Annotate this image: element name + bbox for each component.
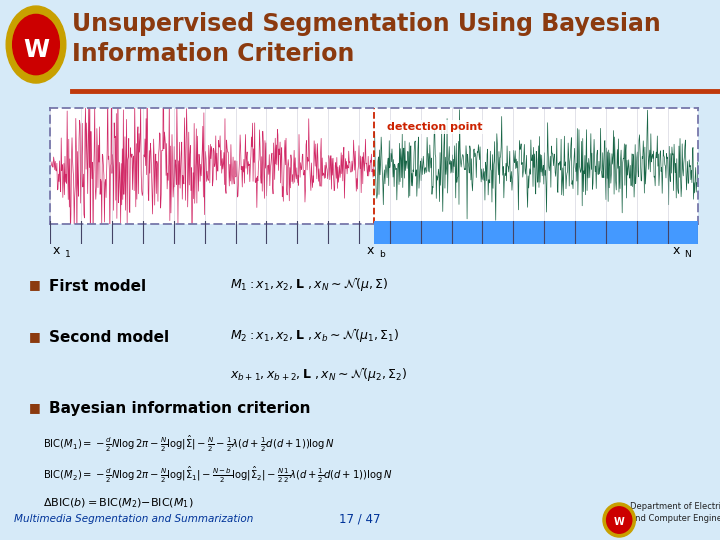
Text: W: W xyxy=(614,517,624,527)
Text: ■: ■ xyxy=(29,279,40,292)
Text: x: x xyxy=(366,244,374,257)
Text: $\mathrm{BIC}(M_2) = -\frac{d}{2}N\log 2\pi - \frac{N}{2}\log|\hat{\Sigma}_1| - : $\mathrm{BIC}(M_2) = -\frac{d}{2}N\log 2… xyxy=(43,465,393,485)
Circle shape xyxy=(603,503,636,537)
Text: x: x xyxy=(53,244,60,257)
Circle shape xyxy=(13,15,59,75)
Text: 17 / 47: 17 / 47 xyxy=(339,512,381,525)
Text: $M_2: x_1, x_2, \mathbf{L}\ , x_b \sim \mathcal{N}(\mu_1, \Sigma_1)$: $M_2: x_1, x_2, \mathbf{L}\ , x_b \sim \… xyxy=(230,326,400,344)
Text: ■: ■ xyxy=(29,401,40,414)
Text: Bayesian information criterion: Bayesian information criterion xyxy=(49,401,310,416)
Text: ■: ■ xyxy=(29,329,40,342)
Text: First model: First model xyxy=(49,279,146,294)
Text: b: b xyxy=(379,250,385,259)
Text: Multimedia Segmentation and Summarization: Multimedia Segmentation and Summarizatio… xyxy=(14,514,253,524)
Bar xyxy=(374,221,698,244)
Text: N: N xyxy=(684,250,690,259)
Text: 1: 1 xyxy=(65,250,71,259)
Circle shape xyxy=(6,6,66,83)
Text: W: W xyxy=(23,38,49,62)
Text: $\Delta\mathrm{BIC}(b) = \mathrm{BIC}(M_2)\mathrm{-BIC}(M_1)$: $\Delta\mathrm{BIC}(b) = \mathrm{BIC}(M_… xyxy=(43,496,194,510)
Text: Second model: Second model xyxy=(49,329,169,345)
Text: Unsupervised Segmentation Using Bayesian
Information Criterion: Unsupervised Segmentation Using Bayesian… xyxy=(72,12,661,66)
Text: $\mathrm{BIC}(M_1) = -\frac{d}{2}N\log 2\pi - \frac{N}{2}\log|\hat{\Sigma}| - \f: $\mathrm{BIC}(M_1) = -\frac{d}{2}N\log 2… xyxy=(43,434,336,454)
Text: detection point: detection point xyxy=(387,122,483,132)
Text: $M_1: x_1, x_2, \mathbf{L}\ , x_N \sim \mathcal{N}(\mu, \Sigma)$: $M_1: x_1, x_2, \mathbf{L}\ , x_N \sim \… xyxy=(230,275,389,293)
Text: Department of Electrical
and Computer Engineering: Department of Electrical and Computer En… xyxy=(630,502,720,523)
Text: x: x xyxy=(673,244,680,257)
Circle shape xyxy=(606,507,632,534)
Text: $x_{b+1}, x_{b+2}, \mathbf{L}\ , x_N \sim \mathcal{N}(\mu_2, \Sigma_2)$: $x_{b+1}, x_{b+2}, \mathbf{L}\ , x_N \si… xyxy=(230,365,408,383)
